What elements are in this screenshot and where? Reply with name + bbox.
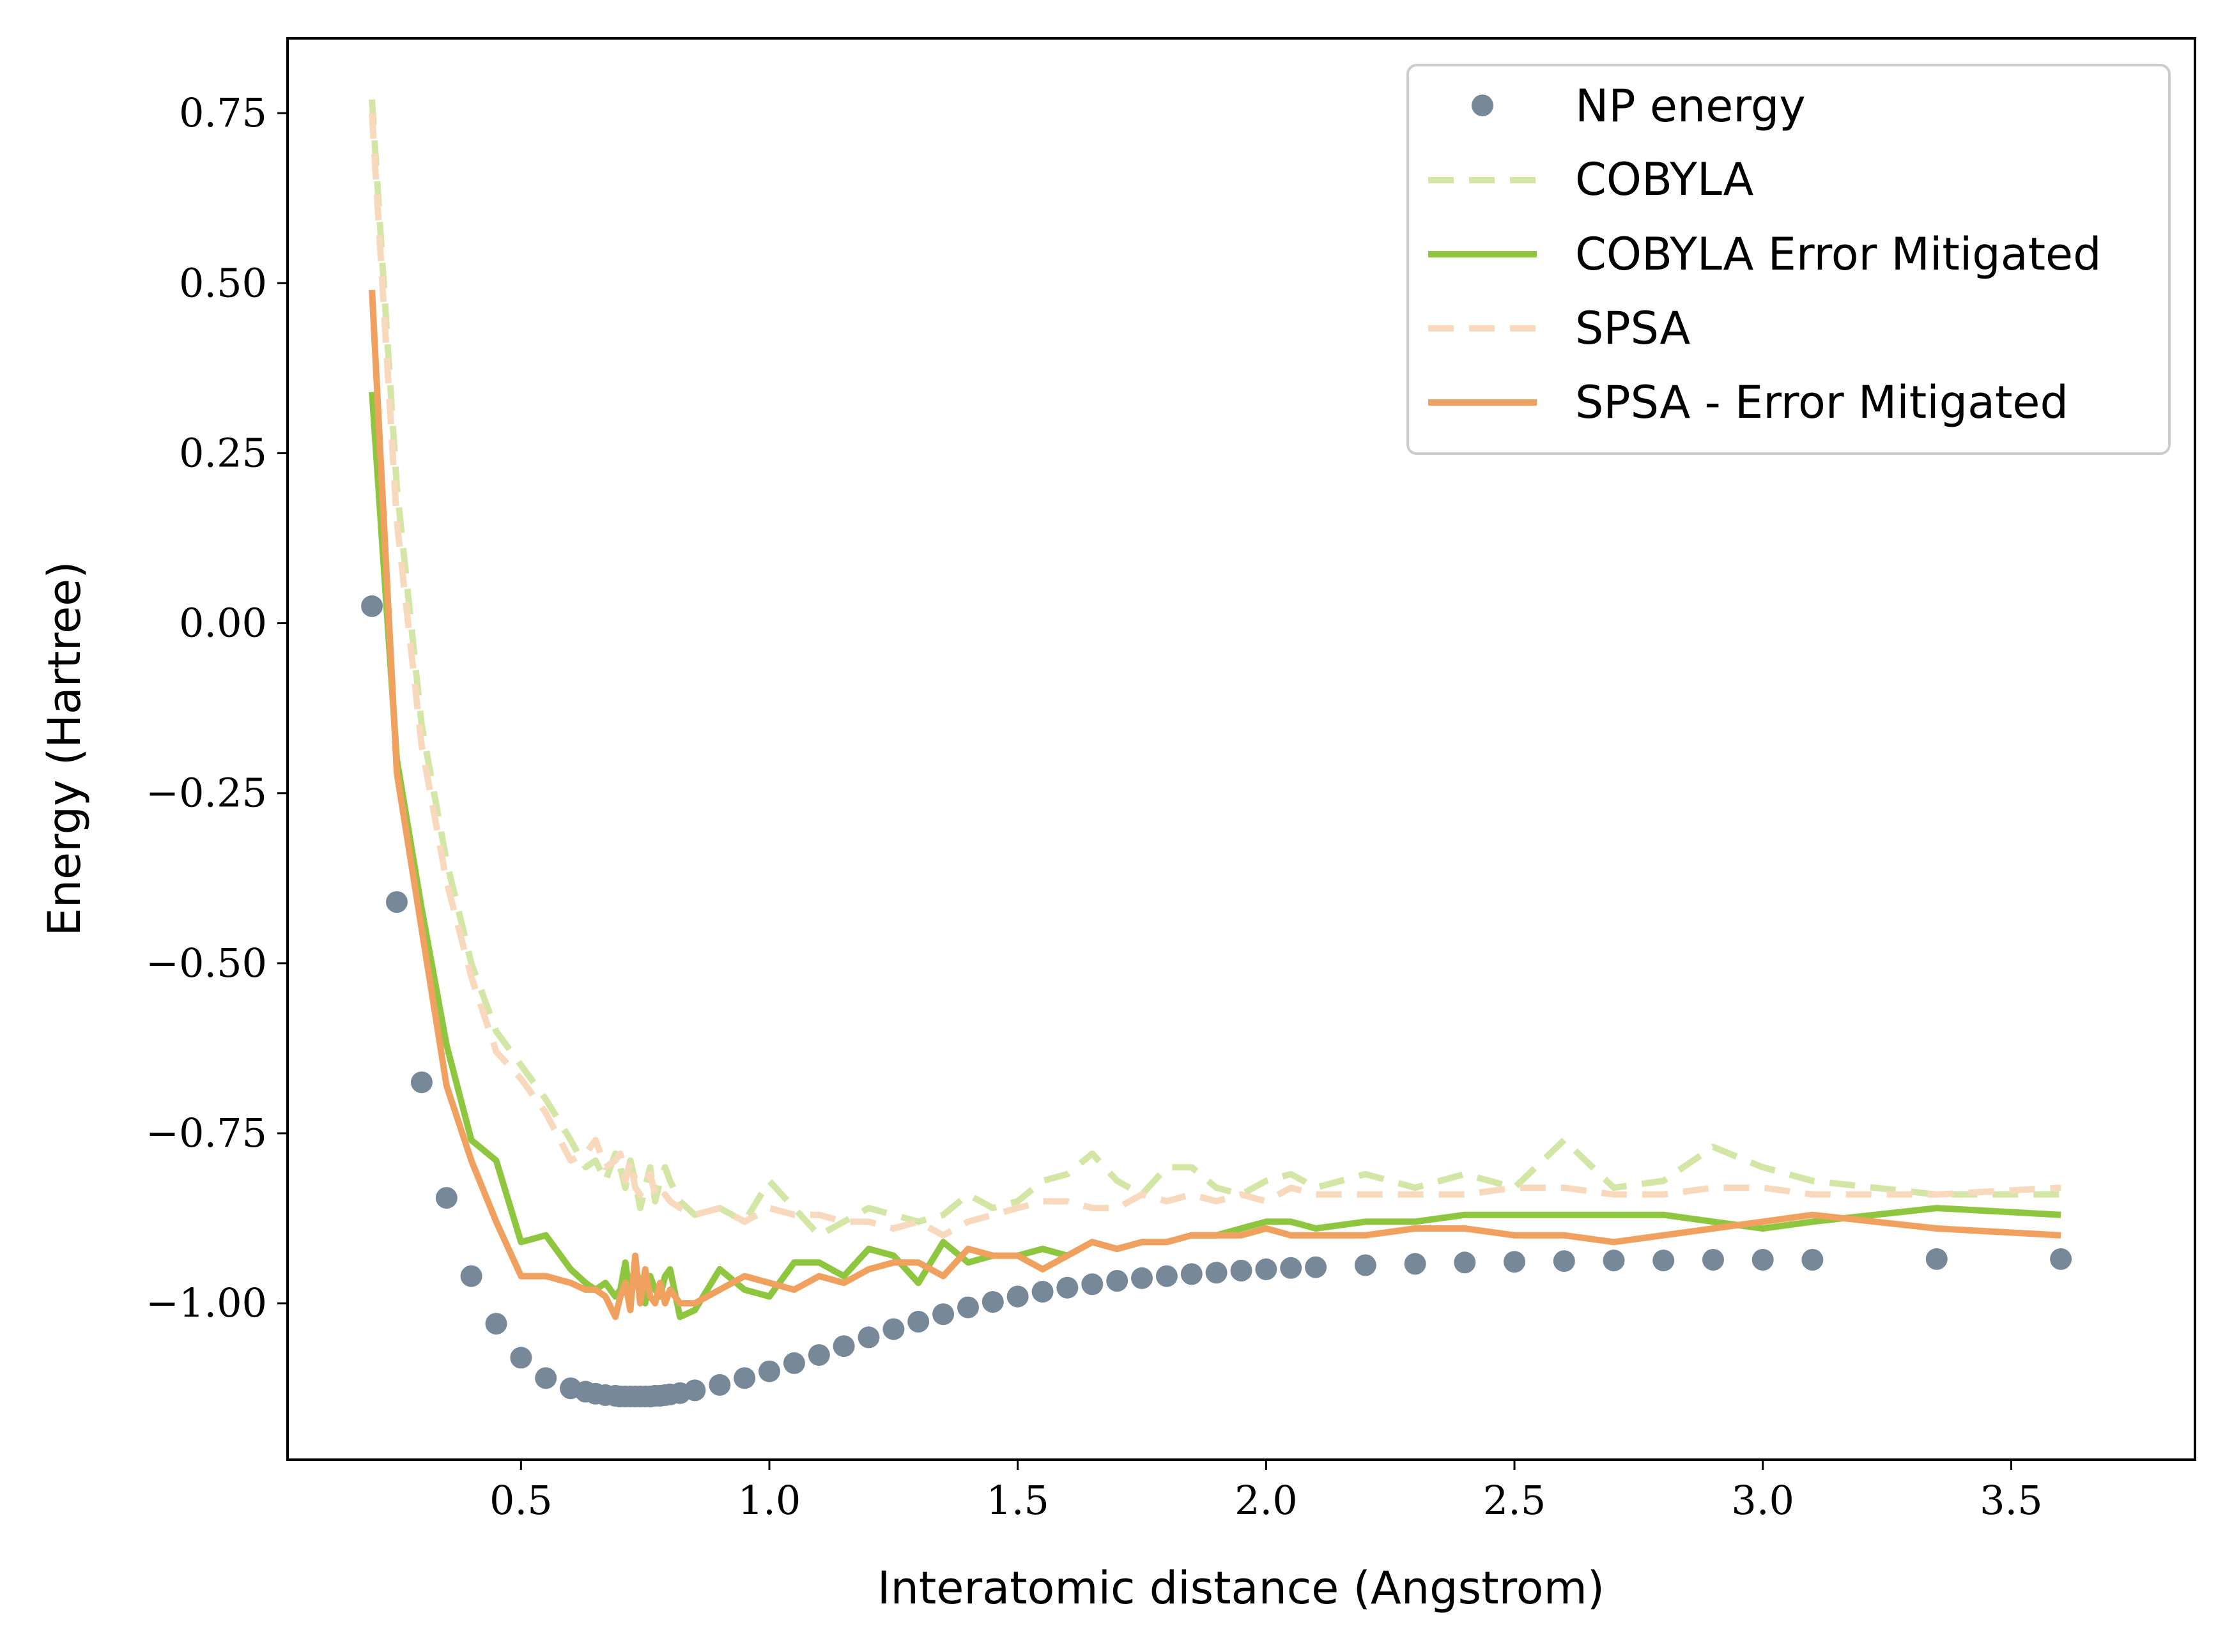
data-point-np-energy	[932, 1303, 955, 1326]
x-tick-label: 1.0	[738, 1477, 801, 1524]
y-tick-label: −1.00	[146, 1280, 267, 1326]
y-tick-label: 0.25	[179, 429, 267, 476]
data-point-np-energy	[1504, 1251, 1525, 1273]
data-point-np-energy	[957, 1296, 979, 1319]
data-point-np-energy	[858, 1326, 880, 1349]
y-tick-label: −0.75	[146, 1110, 267, 1156]
data-point-np-energy	[1553, 1250, 1575, 1273]
series-line-spsa	[369, 112, 2061, 1239]
data-point-np-energy	[435, 1187, 458, 1209]
data-point-np-energy	[2050, 1248, 2072, 1270]
plot-area-frame	[286, 37, 2196, 1461]
data-point-np-energy	[734, 1367, 756, 1389]
data-point-np-energy	[882, 1318, 905, 1340]
data-point-np-energy	[1106, 1270, 1128, 1292]
y-tick-label: 0.75	[179, 89, 267, 136]
series-line-cobyla	[369, 99, 2061, 1239]
data-point-np-energy	[410, 1071, 433, 1094]
data-point-np-energy	[1752, 1249, 1774, 1271]
series-line-spsa-error-mitigated	[369, 289, 2061, 1320]
y-axis-label: Energy (Hartree)	[38, 561, 91, 936]
y-tick-label: 0.50	[179, 259, 267, 306]
legend-label-spsa-error-mitigated: SPSA - Error Mitigated	[1575, 376, 2068, 429]
data-point-np-energy	[1603, 1250, 1625, 1272]
data-point-np-energy	[361, 595, 383, 617]
data-point-np-energy	[1230, 1260, 1252, 1281]
legend: NP energy COBYLA COBYLA Error Mitigated …	[1406, 64, 2171, 455]
data-point-np-energy	[833, 1335, 855, 1358]
data-point-np-energy	[1131, 1267, 1153, 1289]
data-point-np-energy	[386, 891, 408, 913]
data-point-np-energy	[1255, 1258, 1277, 1280]
x-tick-label: 2.0	[1235, 1477, 1298, 1524]
x-axis-label: Interatomic distance (Angstrom)	[877, 1562, 1605, 1614]
data-point-np-energy	[1180, 1263, 1203, 1285]
legend-frame	[1406, 64, 2171, 455]
data-point-np-energy	[535, 1367, 557, 1389]
data-point-np-energy	[1155, 1265, 1178, 1287]
data-point-np-energy	[684, 1379, 706, 1402]
legend-label-cobyla: COBYLA	[1575, 153, 1754, 206]
x-tick-label: 3.0	[1731, 1477, 1794, 1524]
legend-label-spsa: SPSA	[1575, 302, 1690, 355]
x-tick-label: 0.5	[489, 1477, 553, 1524]
data-point-np-energy	[1702, 1249, 1724, 1271]
x-tick-label: 1.5	[986, 1477, 1049, 1524]
data-point-np-energy	[1404, 1253, 1426, 1275]
y-tick-label: −0.50	[146, 940, 267, 986]
y-tick-label: 0.00	[179, 600, 267, 646]
legend-marker-np-energy	[1472, 95, 1493, 116]
legend-label-cobyla-error-mitigated: COBYLA Error Mitigated	[1575, 228, 2102, 280]
data-point-np-energy	[808, 1344, 830, 1366]
data-point-np-energy	[1006, 1285, 1029, 1308]
x-axis-ticks: 0.5 1.0 1.5 2.0 2.5 3.0 3.5	[489, 1460, 2043, 1524]
data-point-np-energy	[1801, 1249, 1824, 1271]
data-point-np-energy	[907, 1310, 930, 1333]
data-point-np-energy	[758, 1360, 780, 1382]
data-point-np-energy	[1205, 1262, 1228, 1284]
series-np-energy	[361, 595, 2072, 1407]
legend-label-np-energy: NP energy	[1575, 80, 1806, 132]
data-point-np-energy	[1031, 1281, 1054, 1303]
x-tick-label: 2.5	[1483, 1477, 1546, 1524]
data-point-np-energy	[510, 1347, 532, 1369]
data-point-np-energy	[1454, 1251, 1476, 1274]
data-point-np-energy	[485, 1313, 507, 1335]
x-tick-label: 3.5	[1980, 1477, 2043, 1524]
y-tick-label: −0.25	[146, 770, 267, 816]
data-point-np-energy	[982, 1291, 1004, 1313]
data-point-np-energy	[709, 1373, 731, 1396]
data-point-np-energy	[1081, 1273, 1104, 1296]
data-point-np-energy	[1280, 1257, 1302, 1279]
series-layer	[361, 99, 2072, 1407]
data-point-np-energy	[1925, 1248, 1948, 1270]
data-point-np-energy	[1354, 1254, 1376, 1276]
y-axis-ticks: 0.75 0.50 0.25 0.00 −0.25 −0.50 −0.75 −1.00	[146, 89, 288, 1326]
data-point-np-energy	[1305, 1256, 1327, 1278]
data-point-np-energy	[1056, 1276, 1079, 1299]
data-point-np-energy	[783, 1352, 805, 1374]
data-point-np-energy	[460, 1265, 482, 1287]
data-point-np-energy	[1652, 1250, 1675, 1272]
series-line-cobyla-error-mitigated	[369, 392, 2061, 1320]
